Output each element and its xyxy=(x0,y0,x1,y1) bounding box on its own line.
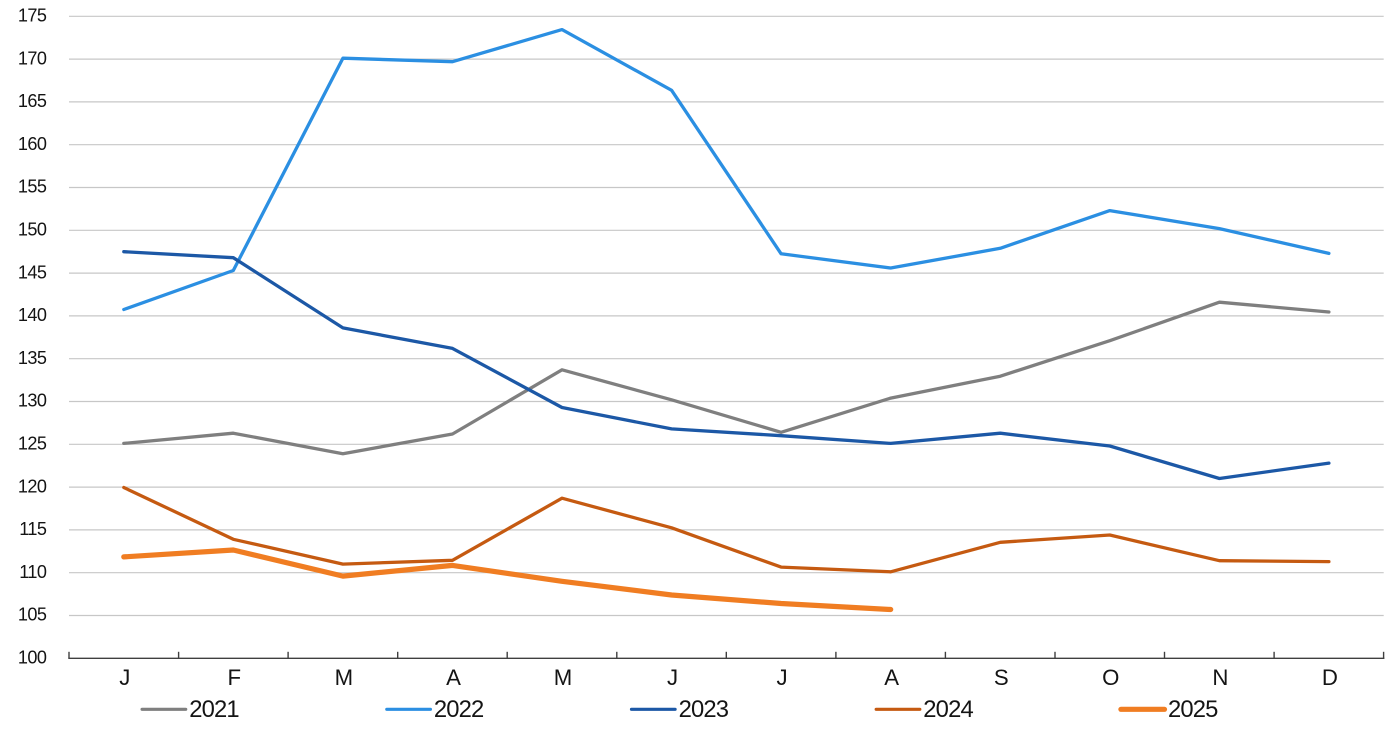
svg-text:A: A xyxy=(884,665,899,690)
svg-text:170: 170 xyxy=(18,48,47,68)
svg-text:2022: 2022 xyxy=(434,696,484,723)
svg-text:135: 135 xyxy=(18,348,47,368)
svg-text:115: 115 xyxy=(19,519,47,539)
svg-text:2024: 2024 xyxy=(923,696,973,723)
svg-text:D: D xyxy=(1322,665,1338,690)
svg-text:140: 140 xyxy=(18,305,47,325)
svg-text:145: 145 xyxy=(18,262,47,282)
svg-text:105: 105 xyxy=(18,605,47,625)
svg-text:175: 175 xyxy=(18,6,47,26)
svg-text:S: S xyxy=(994,665,1009,690)
svg-text:2025: 2025 xyxy=(1168,696,1218,723)
svg-text:A: A xyxy=(446,665,461,690)
svg-text:M: M xyxy=(554,665,572,690)
svg-text:120: 120 xyxy=(18,476,47,496)
svg-text:110: 110 xyxy=(19,562,47,582)
svg-text:160: 160 xyxy=(18,134,47,154)
svg-text:F: F xyxy=(228,665,242,690)
svg-text:2021: 2021 xyxy=(189,696,239,723)
svg-text:155: 155 xyxy=(18,177,47,197)
svg-text:125: 125 xyxy=(18,434,47,454)
svg-text:100: 100 xyxy=(18,648,47,668)
svg-text:O: O xyxy=(1102,665,1119,690)
svg-text:2023: 2023 xyxy=(679,696,729,723)
svg-text:J: J xyxy=(119,665,130,690)
svg-text:165: 165 xyxy=(18,91,47,111)
svg-text:130: 130 xyxy=(18,391,47,411)
svg-text:150: 150 xyxy=(18,220,47,240)
svg-text:M: M xyxy=(335,665,353,690)
svg-text:J: J xyxy=(667,665,678,690)
svg-text:J: J xyxy=(777,665,788,690)
svg-text:N: N xyxy=(1212,665,1228,690)
